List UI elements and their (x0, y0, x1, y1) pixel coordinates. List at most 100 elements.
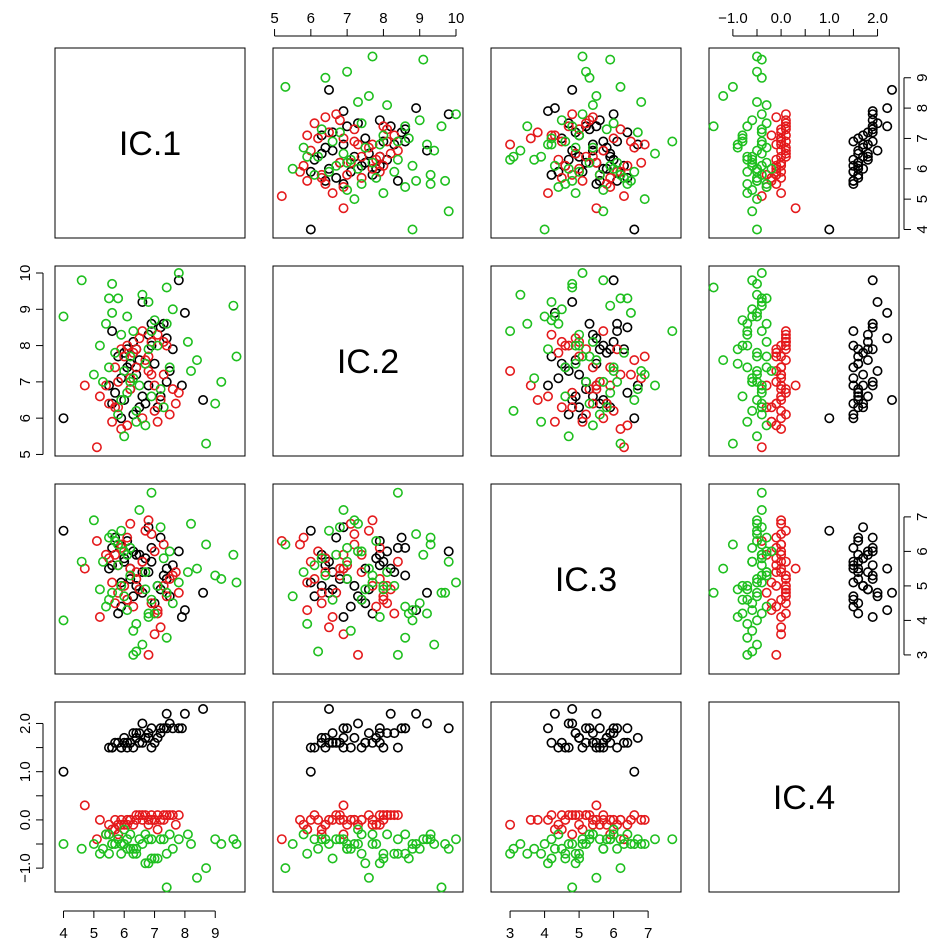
data-point-r1-c2-22 (360, 133, 371, 144)
data-point-r4-c2-20 (305, 742, 316, 753)
data-point-r1-c4-36 (867, 121, 878, 132)
data-point-r3-c2-35 (400, 542, 411, 553)
data-point-r3-c4-129 (742, 594, 753, 605)
data-point-r3-c4-72 (776, 539, 787, 550)
diagonal-label-ic-4: IC.4 (773, 779, 835, 817)
data-point-r3-c4-119 (708, 587, 719, 598)
data-point-r3-c4-15 (858, 522, 869, 533)
data-point-r3-c2-111 (389, 580, 400, 591)
left-axis-tick-label-2-3: 8 (17, 341, 34, 349)
data-point-r4-c3-42 (639, 814, 650, 825)
data-point-r1-c3-59 (608, 133, 619, 144)
data-point-r2-c1-81 (143, 296, 154, 307)
data-point-r2-c3-129 (560, 362, 571, 373)
data-point-r3-c4-69 (771, 580, 782, 591)
data-point-r4-c1-128 (146, 834, 157, 845)
data-point-r3-c2-93 (392, 649, 403, 660)
data-point-r4-c3-124 (546, 853, 557, 864)
data-point-r4-c3-99 (639, 838, 650, 849)
data-point-r4-c1-116 (210, 834, 221, 845)
data-point-r3-c1-110 (155, 522, 166, 533)
data-point-r4-c2-49 (389, 810, 400, 821)
data-point-r4-c1-122 (186, 838, 197, 849)
data-point-r4-c3-22 (556, 737, 567, 748)
data-point-r4-c1-108 (192, 872, 203, 883)
data-point-r3-c1-76 (122, 532, 133, 543)
data-point-r2-c3-16 (584, 318, 595, 329)
data-point-r1-c2-127 (367, 51, 378, 62)
data-point-r4-c3-128 (667, 834, 678, 845)
data-point-r1-c2-25 (305, 224, 316, 235)
bottom-axis-tick-label-1-1: 5 (90, 925, 98, 942)
data-point-r4-c2-10 (443, 723, 454, 734)
data-point-r4-c1-56 (155, 814, 166, 825)
data-point-r4-c1-89 (58, 838, 69, 849)
data-point-r3-c2-106 (342, 542, 353, 553)
data-point-r3-c2-91 (414, 598, 425, 609)
data-point-r1-c2-92 (309, 169, 320, 180)
data-point-r3-c4-3 (886, 587, 897, 598)
data-point-r2-c1-105 (173, 267, 184, 278)
right-axis-tick-label-3-2: 5 (914, 582, 931, 590)
data-point-r2-c4-110 (756, 384, 767, 395)
data-point-r2-c4-114 (747, 275, 758, 286)
data-point-r2-c1-99 (88, 369, 99, 380)
data-point-r2-c3-96 (570, 358, 581, 369)
data-point-r2-c3-123 (587, 420, 598, 431)
data-point-r4-c3-25 (629, 766, 640, 777)
data-point-r4-c3-122 (636, 838, 647, 849)
data-point-r1-c2-121 (378, 188, 389, 199)
left-axis-tick-label-2-4: 9 (17, 305, 34, 313)
data-point-r4-c2-38 (371, 732, 382, 743)
data-point-r2-c1-118 (128, 373, 139, 384)
data-point-r2-c1-89 (58, 311, 69, 322)
data-point-r4-c2-71 (392, 810, 403, 821)
data-point-r2-c1-98 (122, 311, 133, 322)
panel-box-r3-c2 (272, 483, 464, 675)
data-point-r4-c3-7 (563, 718, 574, 729)
data-point-r2-c1-92 (113, 409, 124, 420)
data-point-r2-c4-49 (780, 329, 791, 340)
data-point-r1-c3-79 (587, 112, 598, 123)
data-point-r4-c3-56 (532, 814, 543, 825)
data-point-r4-c2-15 (338, 732, 349, 743)
data-point-r2-c4-39 (848, 380, 859, 391)
data-point-r3-c1-64 (143, 649, 154, 660)
data-point-r4-c1-33 (176, 723, 187, 734)
data-point-r3-c1-118 (128, 625, 139, 636)
data-point-r2-c4-19 (882, 307, 893, 318)
data-point-r1-c2-129 (356, 179, 367, 190)
data-point-r3-c4-84 (761, 570, 772, 581)
data-point-r4-c2-104 (327, 853, 338, 864)
data-point-r4-c2-78 (382, 810, 393, 821)
data-point-r3-c2-95 (425, 532, 436, 543)
data-point-r3-c2-83 (400, 632, 411, 643)
data-point-r1-c3-46 (567, 109, 578, 120)
data-point-r4-c1-3 (198, 703, 209, 714)
data-point-r2-c3-102 (605, 300, 616, 311)
data-point-r4-c2-59 (313, 814, 324, 825)
data-point-r4-c2-79 (320, 819, 331, 830)
data-point-r1-c4-69 (771, 163, 782, 174)
data-point-r1-c2-88 (378, 130, 389, 141)
data-point-r4-c3-71 (598, 810, 609, 821)
bottom-axis-tick-label-3-4: 7 (644, 925, 652, 942)
diagonal-label-ic-2: IC.2 (337, 343, 399, 381)
data-point-r4-c3-70 (542, 814, 553, 825)
data-point-r2-c3-112 (563, 431, 574, 442)
data-point-r4-c3-28 (587, 728, 598, 739)
data-point-r3-c4-30 (853, 535, 864, 546)
data-point-r1-c4-62 (780, 115, 791, 126)
data-point-r2-c4-32 (872, 296, 883, 307)
data-point-r2-c3-106 (612, 376, 623, 387)
data-point-r2-c3-115 (542, 344, 553, 355)
data-point-r2-c4-55 (780, 355, 791, 366)
data-point-r4-c2-41 (276, 834, 287, 845)
top-axis-tick-label-2-4: 9 (416, 10, 424, 27)
data-point-r2-c4-12 (862, 355, 873, 366)
data-point-r3-c4-73 (761, 587, 772, 598)
data-point-r3-c4-62 (780, 570, 791, 581)
data-point-r2-c4-84 (761, 351, 772, 362)
data-point-r3-c4-8 (848, 542, 859, 553)
data-point-r1-c3-127 (577, 51, 588, 62)
